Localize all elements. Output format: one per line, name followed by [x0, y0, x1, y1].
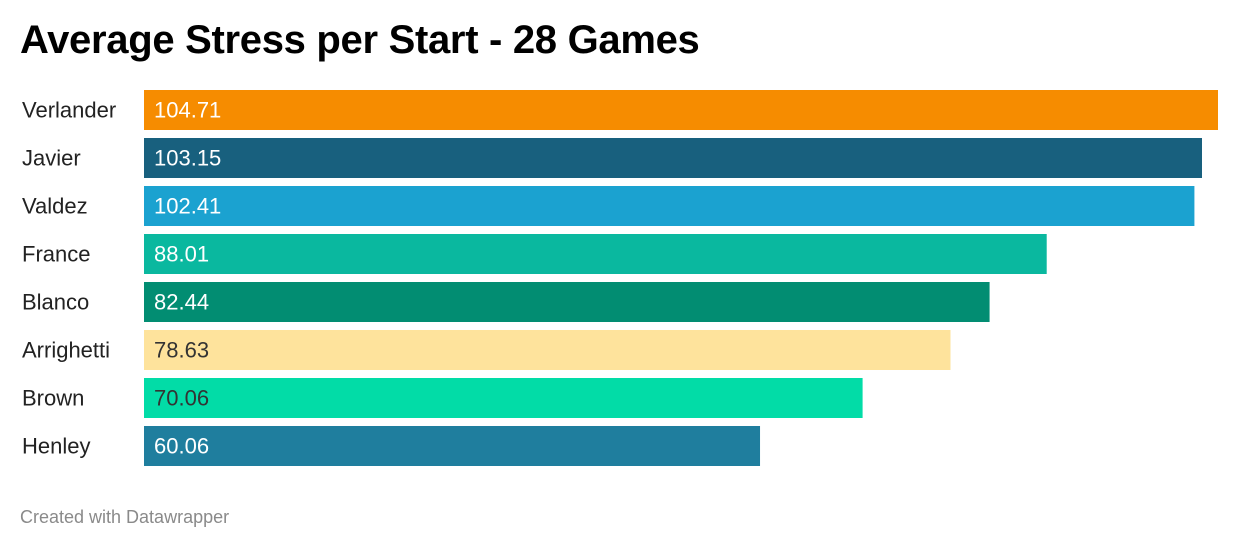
bar-henley [144, 426, 761, 466]
category-label-blanco: Blanco [22, 290, 89, 315]
value-label-blanco: 82.44 [154, 290, 209, 315]
bar-arrighetti [144, 330, 951, 370]
value-label-valdez: 102.41 [154, 194, 221, 219]
value-label-henley: 60.06 [154, 434, 209, 459]
value-label-brown: 70.06 [154, 386, 209, 411]
chart-title: Average Stress per Start - 28 Games [20, 18, 700, 62]
category-label-valdez: Valdez [22, 194, 88, 219]
category-label-france: France [22, 242, 90, 267]
bar-brown [144, 378, 863, 418]
category-label-brown: Brown [22, 386, 84, 411]
value-label-france: 88.01 [154, 242, 209, 267]
category-label-henley: Henley [22, 434, 90, 459]
category-label-arrighetti: Arrighetti [22, 338, 110, 363]
bar-valdez [144, 186, 1195, 226]
bar-france [144, 234, 1047, 274]
footer-credit: Created with Datawrapper [20, 507, 230, 527]
category-label-verlander: Verlander [22, 98, 116, 123]
value-label-arrighetti: 78.63 [154, 338, 209, 363]
bar-chart: Verlander 104.71 Javier 103.15 Valdez 102.41 F… [22, 90, 1218, 466]
category-label-javier: Javier [22, 146, 81, 171]
bar-javier [144, 138, 1202, 178]
value-label-verlander: 104.71 [154, 98, 221, 123]
bar-verlander [144, 90, 1218, 130]
bar-blanco [144, 282, 990, 322]
value-label-javier: 103.15 [154, 146, 221, 171]
